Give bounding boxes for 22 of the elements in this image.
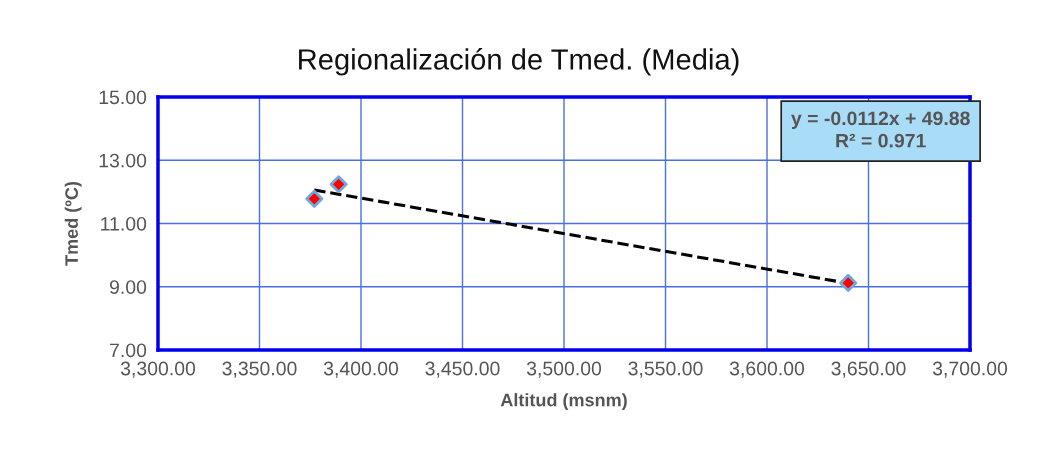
x-tick-label: 3,400.00 bbox=[323, 361, 399, 378]
y-tick-label: 7.00 bbox=[110, 343, 147, 358]
x-tick-label: 3,500.00 bbox=[526, 361, 602, 378]
y-axis-title: Tmed (ºC) bbox=[64, 181, 82, 266]
chart-title: Regionalización de Tmed. (Media) bbox=[299, 48, 739, 76]
x-tick-label: 3,600.00 bbox=[729, 361, 805, 378]
x-tick-label: 3,550.00 bbox=[628, 361, 703, 378]
x-tick-label: 3,350.00 bbox=[222, 361, 297, 378]
point bbox=[305, 189, 324, 208]
point bbox=[839, 273, 858, 292]
point bbox=[329, 175, 348, 194]
annotation: R² = 0.971 bbox=[836, 133, 926, 148]
annotation: y = -0.0112x + 49.88 bbox=[791, 111, 970, 130]
y-tick-label: 13.00 bbox=[99, 153, 147, 168]
y-tick-label: 15.00 bbox=[99, 90, 147, 105]
x-axis-title: Altitud (msnm) bbox=[500, 393, 627, 410]
x-tick-label: 3,300.00 bbox=[120, 361, 196, 378]
y-tick-label: 11.00 bbox=[101, 216, 147, 231]
y-tick-label: 9.00 bbox=[109, 280, 147, 294]
x-tick-label: 3,650.00 bbox=[831, 361, 906, 378]
x-tick-label: 3,700.00 bbox=[932, 361, 1008, 378]
x-tick-label: 3,450.00 bbox=[425, 361, 500, 378]
